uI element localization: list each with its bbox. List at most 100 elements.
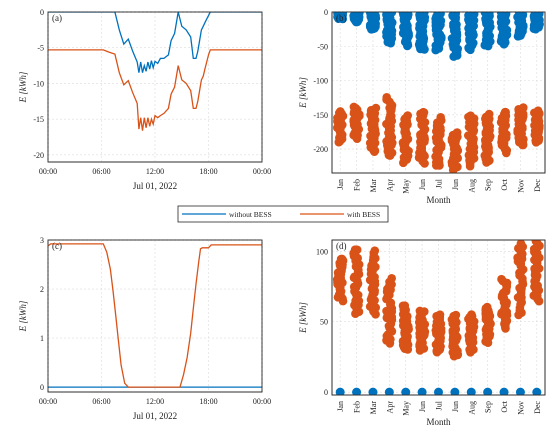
y-tick-label: 0 xyxy=(324,8,328,17)
x-tick-label: Oct xyxy=(500,400,509,412)
y-tick-label: -20 xyxy=(33,151,44,160)
scatter-point xyxy=(403,111,413,120)
x-tick-label: Apr xyxy=(385,179,394,192)
series-line-without-bess xyxy=(48,12,262,73)
y-axis-label: E [kWh] xyxy=(298,302,308,334)
scatter-point xyxy=(450,387,460,395)
scatter-point xyxy=(499,387,509,395)
plot-frame xyxy=(331,11,546,174)
panel-d: 0 50 100 Jan Feb Mar Apr May Jun Jul Jun Aug Sep Oct N… xyxy=(298,239,546,427)
x-tick-label: Sep xyxy=(484,401,493,413)
x-tick-label: 06:00 xyxy=(92,167,110,176)
scatter-point xyxy=(483,387,493,395)
y-axis-label: E [kWh] xyxy=(18,300,28,332)
scatter-point xyxy=(465,12,474,17)
series-group xyxy=(333,12,544,173)
x-tick-label: 00:00 xyxy=(253,167,271,176)
scatter-point xyxy=(451,310,461,320)
scatter-point xyxy=(466,111,475,120)
x-tick-label: 12:00 xyxy=(146,397,164,406)
y-tick-label: -5 xyxy=(37,44,44,53)
y-tick-label: 2 xyxy=(40,285,44,294)
x-tick-label: May xyxy=(402,179,411,194)
scatter-point xyxy=(416,12,426,16)
x-tick-label: Jul xyxy=(435,400,444,410)
scatter-point xyxy=(415,306,425,316)
panel-label: (d) xyxy=(336,241,347,251)
scatter-point xyxy=(533,106,543,115)
y-tick-label: -150 xyxy=(313,111,328,120)
scatter-point xyxy=(436,113,446,122)
scatter-point xyxy=(496,12,506,17)
scatter-point xyxy=(382,93,392,102)
scatter-point xyxy=(353,12,362,17)
scatter-point xyxy=(384,387,394,395)
scatter-point xyxy=(349,102,359,112)
series-group xyxy=(48,243,262,388)
scatter-point xyxy=(387,274,397,283)
scatter-point xyxy=(335,387,345,395)
y-tick-label: 100 xyxy=(316,247,328,256)
scatter-point xyxy=(482,302,492,312)
x-tick-label: Jun xyxy=(418,401,427,412)
y-tick-label: -15 xyxy=(33,115,44,124)
scatter-point xyxy=(484,109,494,119)
x-axis-label: Month xyxy=(426,195,451,205)
x-tick-label: Jun xyxy=(418,179,427,190)
x-tick-label: Apr xyxy=(385,401,394,414)
x-tick-label: Jun xyxy=(451,179,460,190)
y-tick-label: -200 xyxy=(313,145,328,154)
y-axis-label: E [kWh] xyxy=(18,71,28,103)
scatter-point xyxy=(531,12,541,17)
x-tick-label: Jun xyxy=(451,401,460,412)
x-tick-label: Jul xyxy=(435,178,444,188)
scatter-point xyxy=(398,12,408,17)
scatter-point xyxy=(387,12,397,17)
legend: without BESS with BESS xyxy=(177,205,389,223)
x-tick-label: Aug xyxy=(467,179,476,193)
x-tick-label: May xyxy=(402,401,411,416)
scatter-point xyxy=(352,245,362,255)
scatter-point xyxy=(336,107,345,116)
x-axis-label: Jul 01, 2022 xyxy=(133,181,177,191)
x-tick-label: Mar xyxy=(369,401,378,415)
y-tick-label: -50 xyxy=(317,42,328,51)
scatter-point xyxy=(352,387,362,395)
x-tick-label: Mar xyxy=(369,179,378,193)
x-tick-label: 06:00 xyxy=(92,397,110,406)
series-line-with-bess xyxy=(48,243,262,388)
plot-frame xyxy=(331,239,546,396)
x-axis-label: Jul 01, 2022 xyxy=(133,411,177,421)
x-tick-label: Oct xyxy=(500,178,509,190)
panel-label: (b) xyxy=(336,13,347,23)
x-tick-label: Nov xyxy=(516,179,525,193)
panel-label: (c) xyxy=(52,241,62,251)
scatter-point xyxy=(434,387,443,395)
panel-label: (a) xyxy=(52,13,62,23)
x-tick-label: 00:00 xyxy=(39,167,57,176)
scatter-point xyxy=(467,310,476,319)
plot-area xyxy=(47,11,263,163)
scatter-point xyxy=(519,103,528,112)
series-line-with-bess xyxy=(48,49,262,131)
scatter-point xyxy=(497,274,506,284)
x-tick-label: 00:00 xyxy=(39,397,57,406)
y-tick-label: 0 xyxy=(40,383,44,392)
legend-label-with-bess: with BESS xyxy=(347,210,380,219)
scatter-point xyxy=(419,107,428,117)
y-axis-label: E [kWh] xyxy=(298,77,308,109)
x-axis-label: Month xyxy=(426,417,451,427)
x-tick-label: 18:00 xyxy=(199,397,217,406)
x-tick-label: Aug xyxy=(467,401,476,415)
scatter-point xyxy=(336,254,346,264)
x-tick-label: Dec xyxy=(533,401,542,414)
y-tick-label: 3 xyxy=(40,236,44,245)
y-tick-label: 1 xyxy=(40,334,44,343)
y-tick-label: -10 xyxy=(33,79,44,88)
plot-frame xyxy=(47,11,263,163)
series-group xyxy=(332,240,544,395)
x-tick-label: Jan xyxy=(336,401,345,412)
scatter-point xyxy=(370,246,380,255)
plot-frame xyxy=(47,239,263,393)
scatter-point xyxy=(515,387,525,395)
